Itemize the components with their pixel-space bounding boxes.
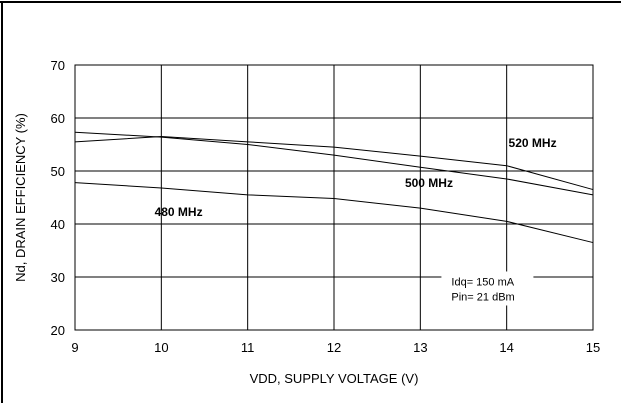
y-tick-label: 70	[51, 58, 65, 73]
series-lines	[74, 131, 594, 244]
series-line-520-mhz	[74, 136, 594, 191]
annotation-text: Idq= 150 mA	[451, 276, 514, 288]
series-labels: 520 MHz 500 MHz 480 MHz	[155, 136, 557, 219]
annotation-box: Idq= 150 mA Pin= 21 dBm	[441, 271, 534, 306]
annotation-background	[441, 271, 534, 306]
x-tick-label: 15	[586, 340, 600, 355]
x-tick-label: 9	[71, 340, 78, 355]
x-tick-label: 12	[327, 340, 341, 355]
y-tick-label: 20	[51, 323, 65, 338]
plot-area	[74, 64, 594, 331]
series-line-480-mhz	[74, 182, 594, 244]
y-tick-label: 50	[51, 164, 65, 179]
x-tick-label: 14	[499, 340, 513, 355]
y-tick-label: 60	[51, 111, 65, 126]
y-tick-label: 30	[51, 270, 65, 285]
series-label: 500 MHz	[405, 176, 453, 190]
annotation-text: Pin= 21 dBm	[451, 291, 514, 303]
series-label: 480 MHz	[155, 205, 203, 219]
x-tick-label: 11	[241, 340, 255, 355]
y-axis-label: Nd, DRAIN EFFICIENCY (%)	[13, 113, 28, 282]
series-label: 520 MHz	[509, 136, 557, 150]
x-axis-label: VDD, SUPPLY VOLTAGE (V)	[250, 371, 419, 386]
x-tick-label: 13	[413, 340, 427, 355]
y-tick-label: 40	[51, 217, 65, 232]
series-line-500-mhz	[74, 131, 594, 196]
x-tick-label: 10	[154, 340, 168, 355]
tick-labels: 9 10 11 12 13 14 15 20 30 40 50 60 70	[51, 58, 601, 355]
